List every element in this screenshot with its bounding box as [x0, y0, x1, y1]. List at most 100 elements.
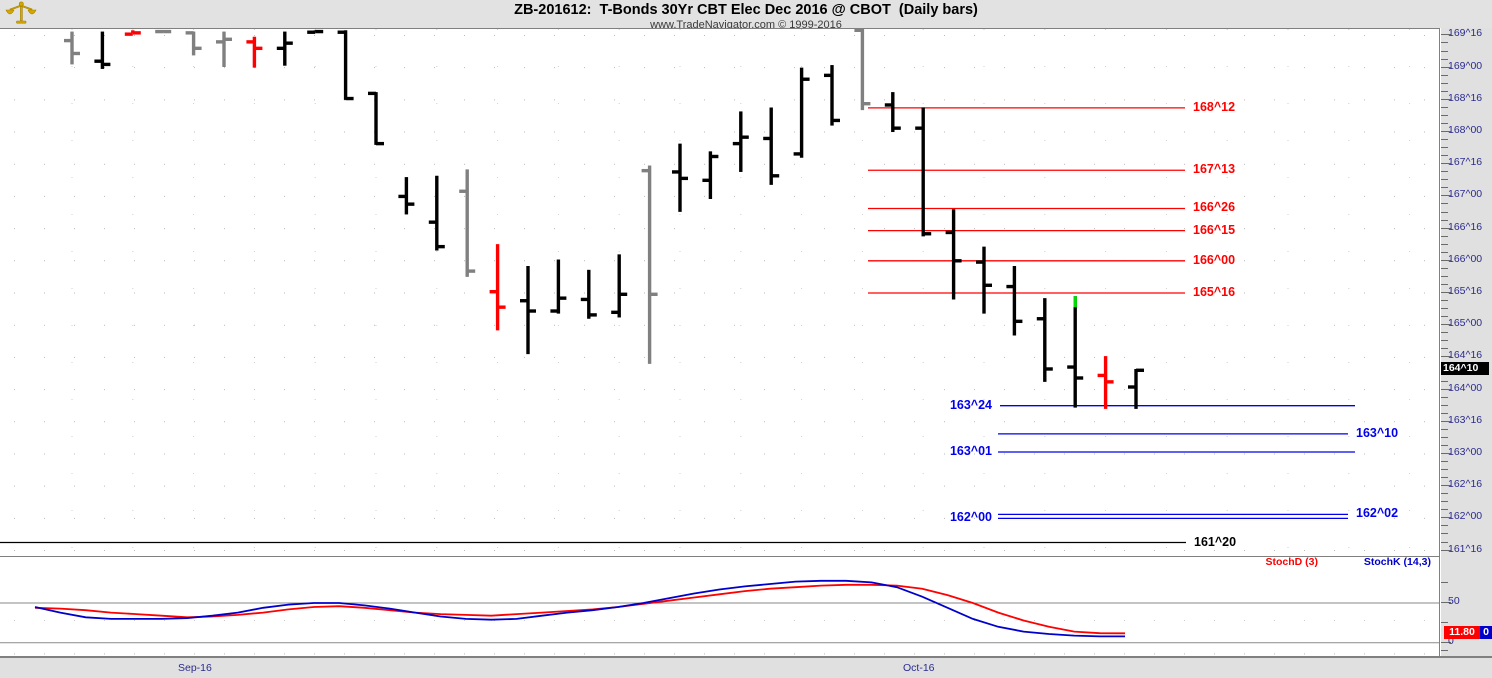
price-chart-pane[interactable]: 168^12 167^13 166^26 166^15 166^00 165^16 163^… — [0, 28, 1440, 556]
price-axis-minor-tick — [1441, 114, 1448, 116]
price-level-label-165-16[interactable]: 165^16 — [1193, 285, 1236, 299]
ohlc-bar[interactable] — [854, 29, 871, 111]
price-level-label-162-00[interactable]: 162^00 — [949, 510, 992, 525]
price-axis-minor-tick — [1441, 420, 1448, 422]
price-level-label-163-24[interactable]: 163^24 — [949, 397, 992, 412]
price-axis-label: 168^00 — [1448, 124, 1483, 137]
ohlc-bar[interactable] — [641, 165, 658, 364]
ohlc-bar[interactable] — [1128, 368, 1144, 409]
price-level-label-166-15[interactable]: 166^15 — [1193, 222, 1236, 237]
ohlc-bar[interactable] — [216, 31, 232, 67]
ohlc-bar[interactable] — [884, 92, 901, 133]
ohlc-bar[interactable] — [732, 111, 749, 172]
ohlc-bar[interactable] — [185, 31, 202, 56]
ohlc-bar[interactable] — [702, 151, 719, 199]
ohlc-bar[interactable] — [1067, 296, 1084, 408]
price-axis-label: 163^00 — [1448, 445, 1483, 458]
stochastic-gridlines — [0, 602, 1439, 655]
ohlc-bar[interactable] — [124, 30, 141, 36]
price-level-label-163-01[interactable]: 163^01 — [949, 443, 992, 458]
ohlc-bar[interactable] — [945, 209, 962, 300]
price-level-label-167-13[interactable]: 167^13 — [1193, 162, 1236, 177]
price-axis-minor-tick — [1441, 42, 1448, 44]
ohlc-bar[interactable] — [94, 31, 111, 69]
price-axis-label: 167^00 — [1448, 188, 1483, 201]
ohlc-bar[interactable] — [611, 254, 628, 318]
ohlc-bar[interactable] — [398, 177, 415, 215]
price-axis-minor-tick — [1441, 461, 1448, 463]
price-axis-minor-tick — [1441, 82, 1448, 84]
price-axis-minor-tick — [1441, 58, 1448, 60]
ohlc-bar[interactable] — [793, 67, 810, 158]
price-axis-minor-tick — [1441, 187, 1448, 189]
price-axis-label: 169^16 — [1448, 27, 1483, 40]
ohlc-bar[interactable] — [155, 29, 172, 34]
price-axis-label: 165^16 — [1448, 285, 1483, 297]
stoch-axis-minor-tick — [1441, 582, 1448, 584]
ohlc-bar[interactable] — [1006, 265, 1023, 336]
price-axis-minor-tick — [1441, 106, 1448, 108]
ohlc-bar[interactable] — [337, 30, 354, 101]
ohlc-bar[interactable] — [1036, 298, 1053, 382]
price-axis[interactable]: 169^16 169^00 168^16 168^00 167^16 167^00 166^… — [1441, 28, 1492, 556]
price-axis-minor-tick — [1441, 203, 1448, 205]
ohlc-bar[interactable] — [520, 265, 536, 355]
price-axis-minor-tick — [1441, 131, 1448, 133]
price-level-label-161-20[interactable]: 161^20 — [1194, 534, 1237, 549]
stochastic-series — [34, 579, 1126, 638]
price-axis-minor-tick — [1441, 493, 1448, 495]
date-axis[interactable]: Sep-16 Oct-16 — [0, 656, 1492, 678]
ohlc-bar[interactable] — [763, 107, 780, 185]
price-level-label-162-02[interactable]: 162^02 — [1356, 506, 1399, 521]
price-axis-minor-tick — [1441, 34, 1448, 36]
ohlc-bar[interactable] — [489, 244, 506, 331]
price-axis-minor-tick — [1441, 348, 1448, 350]
ohlc-bar[interactable] — [307, 29, 324, 34]
ohlc-bar[interactable] — [246, 36, 263, 68]
ohlc-bar[interactable] — [672, 143, 688, 212]
date-axis-label: Sep-16 — [178, 662, 212, 674]
price-axis-minor-tick — [1441, 404, 1448, 406]
stochastic-axis[interactable]: 50 0 11.80 0 — [1441, 556, 1492, 656]
ohlc-bar[interactable] — [580, 269, 597, 319]
stoch-axis-label: 0 — [1448, 634, 1454, 647]
price-axis-minor-tick — [1441, 485, 1448, 487]
ohlc-bar[interactable] — [915, 107, 932, 237]
price-axis-label: 161^16 — [1448, 542, 1483, 555]
ohlc-bar[interactable] — [824, 65, 840, 126]
ohlc-bar[interactable] — [1097, 356, 1114, 409]
ohlc-bar[interactable] — [368, 91, 384, 146]
ohlc-bar[interactable] — [459, 169, 476, 277]
price-axis-minor-tick — [1441, 235, 1448, 237]
stoch-axis-tick — [1441, 641, 1451, 643]
price-axis-minor-tick — [1441, 509, 1448, 511]
price-axis-minor-tick — [1441, 211, 1448, 213]
price-axis-minor-tick — [1441, 396, 1448, 398]
price-axis-label: 164^16 — [1448, 349, 1483, 362]
ohlc-bar[interactable] — [550, 259, 567, 314]
ohlc-bar[interactable] — [64, 31, 80, 65]
ohlc-bar[interactable] — [276, 31, 293, 66]
stochastic-pane[interactable]: StochD (3) StochK (14,3) — [0, 556, 1440, 656]
price-level-label-166-00[interactable]: 166^00 — [1193, 252, 1236, 267]
stoch-d-legend: StochD (3) — [1265, 556, 1319, 568]
price-level-label-166-26[interactable]: 166^26 — [1193, 200, 1236, 215]
price-axis-minor-tick — [1441, 300, 1448, 302]
price-axis-minor-tick — [1441, 66, 1448, 68]
price-plot-svg — [0, 29, 1439, 556]
price-axis-minor-tick — [1441, 444, 1448, 446]
price-axis-minor-tick — [1441, 90, 1448, 92]
stoch-axis-minor-tick — [1441, 649, 1448, 651]
price-axis-label: 166^16 — [1448, 220, 1483, 233]
price-level-label-168-12[interactable]: 168^12 — [1193, 99, 1236, 114]
price-axis-label: 162^16 — [1448, 478, 1483, 491]
price-axis-minor-tick — [1441, 179, 1448, 181]
price-axis-minor-tick — [1441, 50, 1448, 52]
price-axis-minor-tick — [1441, 267, 1448, 269]
price-level-label-163-10[interactable]: 163^10 — [1356, 425, 1399, 440]
ohlc-bar[interactable] — [976, 246, 992, 314]
price-axis-minor-tick — [1441, 340, 1448, 342]
price-axis-minor-tick — [1441, 469, 1448, 471]
ohlc-bar[interactable] — [428, 175, 445, 251]
